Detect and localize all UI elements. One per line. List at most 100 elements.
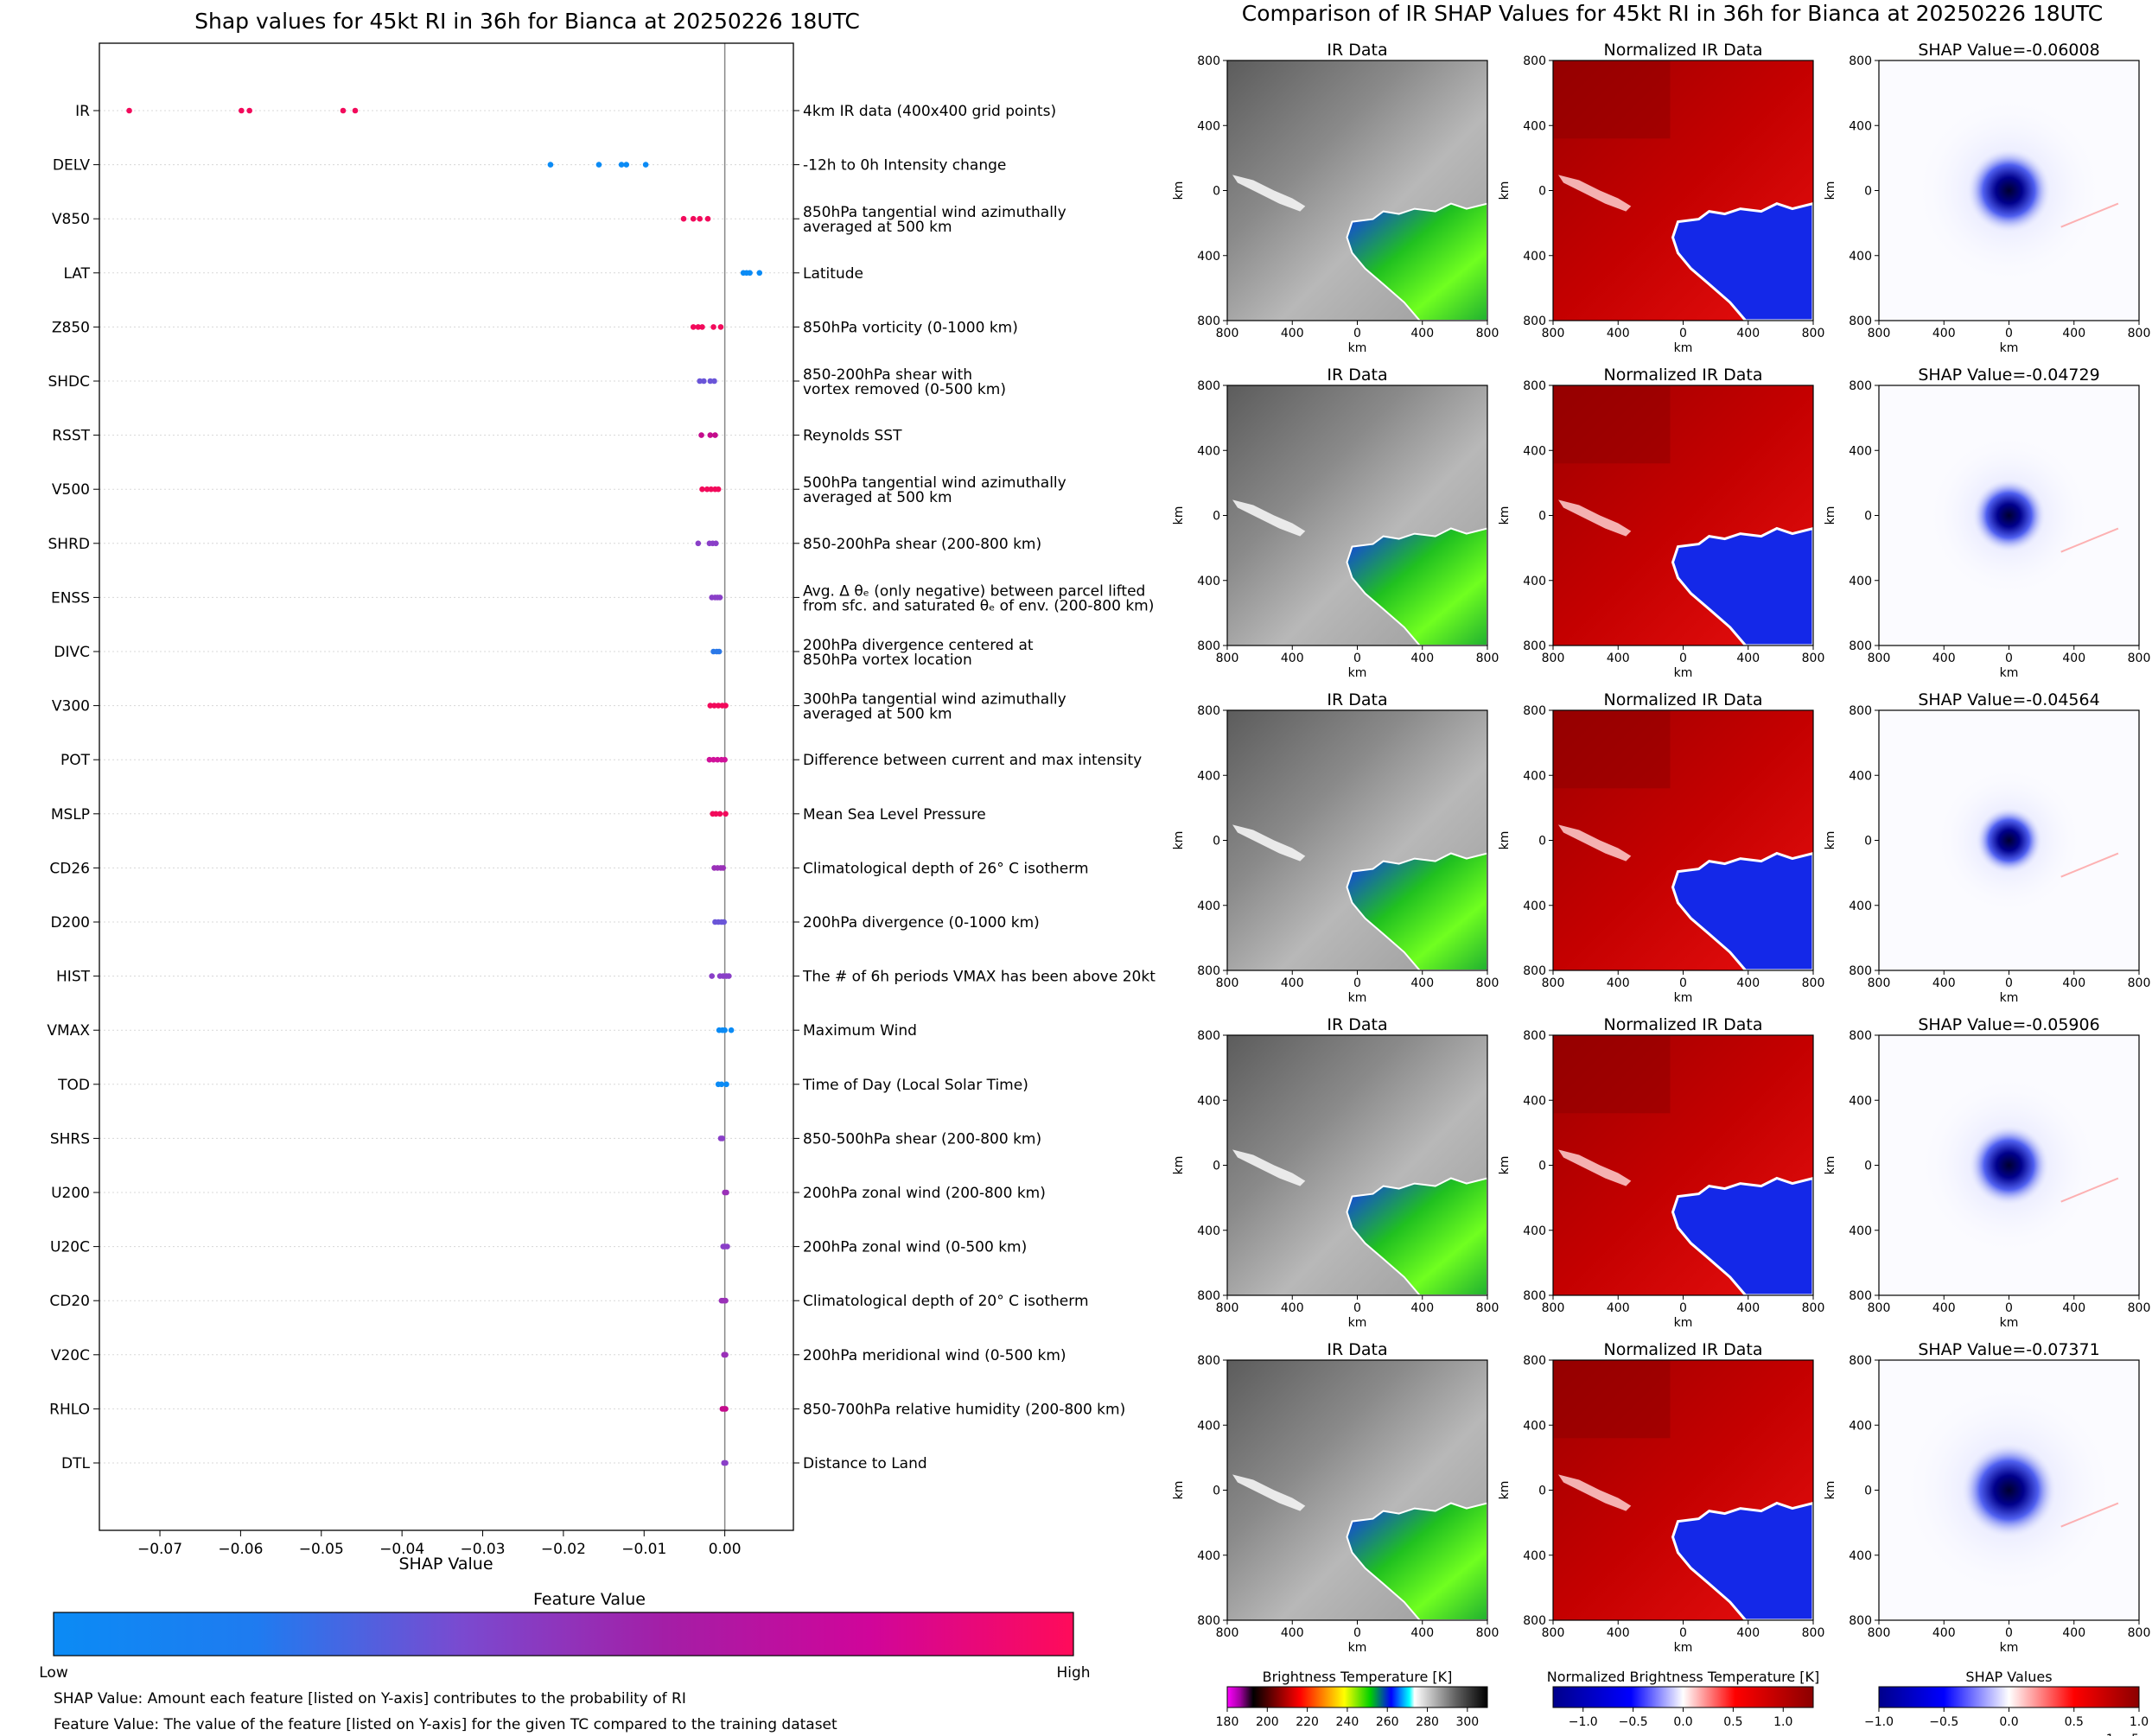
feature-label: CD20 [49,1293,90,1310]
panel-x-tick-label: 400 [1736,976,1760,990]
cloud-streak [1232,1474,1306,1511]
shap-swarm-plot: IR 4km IR data (400x400 grid points) DELV -… [47,42,1156,1558]
shap-point [710,756,716,763]
panel-y-label: km [1824,506,1837,525]
panel-y-tick-label: 400 [1849,250,1872,264]
shap-point [747,270,753,277]
feature-label: SHRD [48,536,90,553]
panel-x-tick-label: 800 [2128,1626,2151,1640]
colorbar-tick-label: 220 [1296,1715,1319,1729]
panel-title: IR Data [1327,1340,1387,1359]
panel-x-tick-label: 0 [1679,652,1687,665]
cloud-streak [1558,175,1632,212]
panel-y-tick-label: 400 [1849,444,1872,458]
shap-point [723,1351,729,1358]
x-tick-label: −0.02 [541,1541,586,1558]
shap-point [712,432,718,438]
panel-y-tick-label: 800 [1849,639,1872,653]
panel-y-tick-label: 0 [1213,510,1220,524]
shap-map-panel: SHAP Value=-0.04564800800400400004004008… [1824,690,2150,1005]
panel-x-tick-label: 800 [1476,1626,1499,1640]
shap-point [720,865,727,871]
panel-x-tick-label: 400 [2062,1626,2085,1640]
panel-x-tick-label: 400 [1281,1626,1304,1640]
panel-title: SHAP Value=-0.07371 [1918,1340,2099,1359]
note-feature-value: Feature Value: The value of the feature … [54,1716,837,1733]
shap-point [706,756,713,763]
panel-x-tick-label: 400 [1736,1626,1760,1640]
panel-y-tick-label: 400 [1849,1549,1872,1563]
panel-x-tick-label: 0 [1679,1301,1687,1315]
cloud-streak [1232,175,1306,212]
panel-x-tick-label: 0 [2005,652,2013,665]
feature-description: Climatological depth of 20° C isotherm [803,1293,1089,1310]
panel-x-tick-label: 800 [1476,1301,1499,1315]
shap-point [716,648,723,655]
colorbar-low-label: Low [39,1664,68,1682]
panel-y-tick-label: 0 [1864,510,1872,524]
panel-x-tick-label: 800 [1542,1301,1565,1315]
panel-y-tick-label: 800 [1197,54,1220,68]
panel-x-tick-label: 400 [2062,1301,2085,1315]
shap-point [707,703,714,709]
shap-point [698,432,704,438]
panel-y-tick-label: 0 [1538,1485,1546,1498]
feature-label: LAT [63,265,90,283]
colorbar-tick-label: 240 [1336,1715,1359,1729]
colorbar-tick-label: −0.5 [1929,1715,1958,1729]
panel-x-tick-label: 0 [2005,1301,2013,1315]
feature-label: V20C [51,1347,90,1364]
plot-frame [99,42,794,1531]
panel-x-label: km [1674,341,1693,355]
panel-x-tick-label: 800 [1802,652,1825,665]
panel-x-tick-label: 400 [1410,1301,1434,1315]
panel-x-tick-label: 0 [1353,976,1361,990]
panel-x-tick-label: 800 [1542,1626,1565,1640]
panel-y-tick-label: 800 [1523,379,1546,393]
feature-label: RSST [52,428,90,445]
panel-x-tick-label: 400 [1932,976,1956,990]
feature-label: SHRS [50,1130,90,1148]
panel-y-tick-label: 0 [1864,1485,1872,1498]
panel-x-label: km [1348,341,1367,355]
shap-core [1965,147,2053,234]
panel-y-label: km [1498,1481,1512,1500]
colorbar-tick-label: 0.0 [1999,1715,2018,1729]
convective-cloud [1346,1502,1488,1621]
panel-x-tick-label: 800 [2128,327,2151,340]
panel-x-tick-label: 400 [1607,327,1630,340]
panel-y-tick-label: 0 [1538,510,1546,524]
colorbar-title: Normalized Brightness Temperature [K] [1547,1669,1820,1685]
feature-description: averaged at 500 km [803,706,952,723]
panel-x-tick-label: 0 [2005,1626,2013,1640]
panel-y-tick-label: 400 [1523,575,1546,588]
panel-y-tick-label: 800 [1849,1029,1872,1043]
panel-y-label: km [1498,181,1512,200]
panel-y-tick-label: 400 [1523,1094,1546,1108]
panel-y-label: km [1172,1156,1186,1175]
colorbar-tick-label: −1.0 [1864,1715,1894,1729]
panel-x-tick-label: 0 [1353,1626,1361,1640]
normalized-ir-panel: Normalized IR Data8008004004000040040080… [1498,366,1824,680]
colorbar-exponent: 1e−5 [2106,1733,2139,1736]
x-tick-label: −0.06 [218,1541,263,1558]
panel-y-tick-label: 0 [1213,1485,1220,1498]
x-tick-label: −0.04 [379,1541,424,1558]
shap-point [726,973,732,979]
panel-x-tick-label: 0 [2005,976,2013,990]
panel-y-tick-label: 800 [1849,964,1872,978]
colorbar-tick-label: 300 [1455,1715,1479,1729]
feature-label: TOD [57,1077,90,1094]
cloud-streak [1232,499,1306,537]
panel-x-label: km [2000,991,2019,1005]
panel-y-tick-label: 400 [1849,119,1872,133]
panel-x-tick-label: 400 [1932,1301,1956,1315]
feature-label: VMAX [47,1022,90,1040]
shap-point [724,1243,730,1250]
shap-point [723,1406,729,1412]
feature-description: Avg. Δ θₑ (only negative) between parcel… [803,582,1145,600]
panel-title: Normalized IR Data [1604,1340,1763,1359]
panel-y-label: km [1172,831,1186,850]
normalized-ir-panel: Normalized IR Data8008004004000040040080… [1498,690,1824,1005]
panel-title: Normalized IR Data [1604,41,1763,60]
